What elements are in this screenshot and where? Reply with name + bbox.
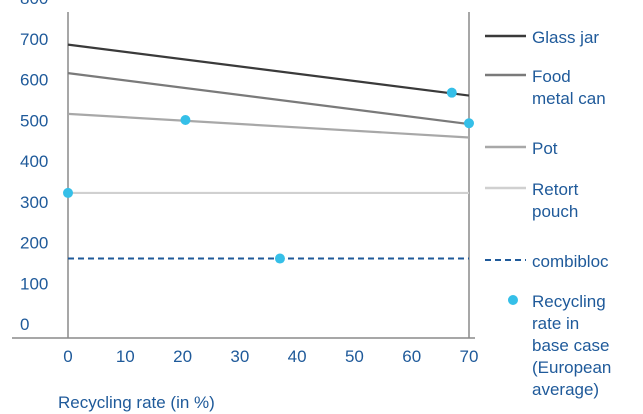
legend-label: base case (532, 336, 610, 355)
x-tick-label: 70 (460, 347, 479, 366)
legend: Glass jar Food metal can Pot Retort pouch comb… (485, 28, 611, 399)
base-case-marker (464, 118, 474, 129)
x-axis-title: Recycling rate (in %) (58, 393, 215, 412)
legend-item-3: Pot (485, 139, 558, 158)
legend-marker (508, 295, 518, 305)
x-tick-label: 20 (173, 347, 192, 366)
y-tick-label: 300 (20, 193, 48, 212)
series-line-3 (67, 112, 470, 139)
legend-item-4: Retort pouch (485, 180, 579, 221)
y-tick-label: 700 (20, 30, 48, 49)
x-tick-label: 50 (345, 347, 364, 366)
legend-label: average) (532, 380, 599, 399)
legend-label: metal can (532, 89, 606, 108)
legend-item-1: Glass jar (485, 28, 599, 47)
series-line-2 (67, 72, 470, 126)
legend-item-5: combibloc (485, 252, 609, 271)
y-tick-label: 0 (20, 315, 29, 334)
legend-label: Food (532, 67, 571, 86)
base-case-marker (274, 253, 285, 264)
tick-labels: 0 100 200 300 400 500 600 700 800 0 10 20 30 40 50 60 70 (20, 0, 478, 366)
legend-label: Pot (532, 139, 558, 158)
axes (12, 12, 475, 339)
legend-label: Retort (532, 180, 579, 199)
base-case-markers (63, 87, 474, 264)
x-tick-label: 0 (63, 347, 72, 366)
y-tick-label: 100 (20, 274, 48, 293)
legend-label: (European (532, 358, 611, 377)
series-line-1 (67, 43, 470, 97)
series-lines (67, 43, 470, 260)
x-tick-label: 60 (402, 347, 421, 366)
x-tick-label: 30 (230, 347, 249, 366)
base-case-marker (63, 187, 73, 198)
legend-label: combibloc (532, 252, 609, 271)
legend-label: Glass jar (532, 28, 599, 47)
x-tick-label: 40 (288, 347, 307, 366)
legend-item-2: Food metal can (485, 67, 606, 108)
y-tick-label: 400 (20, 152, 48, 171)
y-tick-label: 800 (20, 0, 48, 8)
legend-item-6: Recycling rate in base case (European averag… (508, 292, 611, 399)
base-case-marker (180, 114, 191, 125)
y-tick-label: 600 (20, 71, 48, 90)
y-tick-label: 200 (20, 234, 48, 253)
x-tick-label: 10 (116, 347, 135, 366)
base-case-marker (446, 87, 457, 98)
legend-label: rate in (532, 314, 579, 333)
legend-label: pouch (532, 202, 578, 221)
legend-label: Recycling (532, 292, 606, 311)
y-tick-label: 500 (20, 111, 48, 130)
